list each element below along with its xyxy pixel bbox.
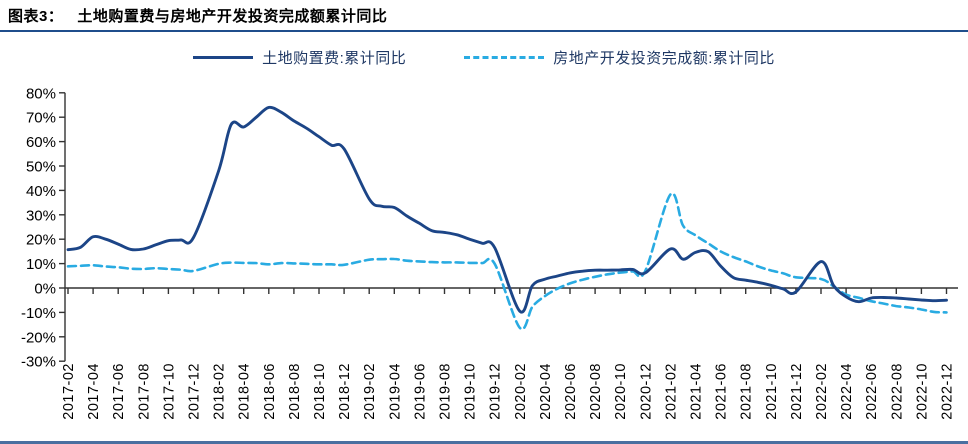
legend-label-land-purchase: 土地购置费:累计同比: [262, 49, 407, 67]
y-tick-label: 20%: [26, 232, 56, 249]
legend-label-dev-investment: 房地产开发投资完成额:累计同比: [553, 49, 775, 67]
x-tick-label: 2017-08: [136, 363, 152, 420]
x-tick-label: 2022-10: [914, 363, 930, 420]
solid-line-swatch-icon: [193, 55, 254, 59]
y-tick-label: 60%: [26, 134, 56, 151]
x-tick-label: 2019-06: [412, 363, 428, 420]
x-tick-label: 2019-12: [488, 363, 504, 420]
x-tick-label: 2018-08: [287, 363, 303, 420]
y-tick-label: -30%: [21, 354, 56, 371]
y-tick-label: 0%: [34, 281, 56, 298]
x-tick-label: 2018-04: [237, 363, 253, 420]
y-tick-label: 70%: [26, 110, 56, 127]
x-tick-label: 2021-10: [764, 363, 780, 420]
x-tick-label: 2020-10: [613, 363, 629, 420]
x-tick-label: 2022-12: [940, 363, 956, 420]
x-tick-label: 2017-02: [61, 363, 77, 420]
x-tick-label: 2020-04: [538, 363, 554, 420]
x-tick-label: 2022-08: [889, 363, 905, 420]
x-tick-label: 2017-06: [111, 363, 127, 420]
y-tick-label: -10%: [21, 305, 56, 322]
x-tick-label: 2020-02: [513, 363, 529, 420]
x-tick-label: 2021-02: [663, 363, 679, 420]
x-tick-label: 2019-04: [387, 363, 403, 420]
chart-legend: 土地购置费:累计同比 房地产开发投资完成额:累计同比: [0, 46, 968, 68]
x-tick-label: 2022-04: [839, 363, 855, 420]
header-divider-rule: [0, 30, 968, 32]
legend-item-dev-investment: 房地产开发投资完成额:累计同比: [464, 47, 775, 68]
x-tick-label: 2019-08: [438, 363, 454, 420]
y-tick-label: 50%: [26, 159, 56, 176]
y-tick-label: 10%: [26, 256, 56, 273]
x-tick-label: 2021-12: [789, 363, 805, 420]
x-tick-label: 2020-08: [588, 363, 604, 420]
x-tick-label: 2017-12: [187, 363, 203, 420]
series-line-dev-investment: [66, 192, 948, 331]
x-tick-label: 2020-12: [638, 363, 654, 420]
series-line-land-purchase: [66, 105, 948, 314]
y-tick-label: -20%: [21, 329, 56, 346]
footer-divider-rule: [0, 441, 968, 444]
x-tick-label: 2018-02: [212, 363, 228, 420]
figure-number-label: 图表3：: [8, 8, 64, 25]
x-tick-label: 2018-12: [337, 363, 353, 420]
chart-title: 土地购置费与房地产开发投资完成额累计同比: [77, 8, 388, 25]
chart-header: 图表3： 土地购置费与房地产开发投资完成额累计同比: [8, 5, 960, 26]
x-tick-label: 2021-06: [714, 363, 730, 420]
y-tick-label: 80%: [26, 85, 56, 102]
x-tick-label: 2021-08: [739, 363, 755, 420]
x-tick-label: 2018-10: [312, 363, 328, 420]
x-tick-label: 2018-06: [262, 363, 278, 420]
x-tick-label: 2022-02: [814, 363, 830, 420]
x-tick-label: 2017-04: [86, 363, 102, 420]
x-tick-label: 2019-10: [463, 363, 479, 420]
legend-item-land-purchase: 土地购置费:累计同比: [193, 47, 406, 68]
x-tick-label: 2022-06: [864, 363, 880, 420]
x-tick-label: 2017-10: [161, 363, 177, 420]
x-tick-label: 2020-06: [563, 363, 579, 420]
y-tick-label: 30%: [26, 207, 56, 224]
x-tick-label: 2021-04: [689, 363, 705, 420]
x-tick-label: 2019-02: [362, 363, 378, 420]
dashed-line-swatch-icon: [464, 55, 545, 59]
y-tick-label: 40%: [26, 183, 56, 200]
